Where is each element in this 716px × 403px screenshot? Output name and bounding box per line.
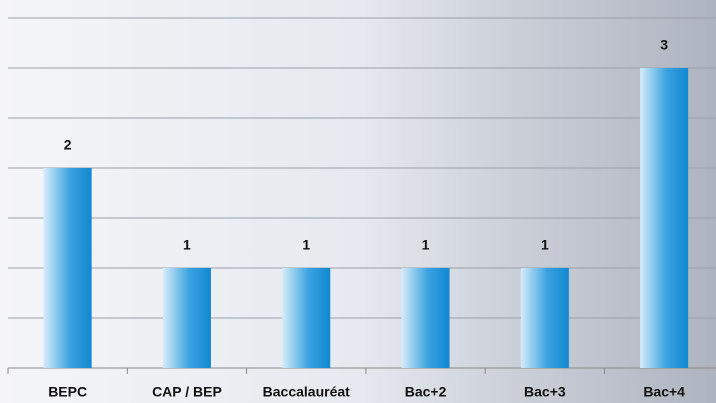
x-tick-label: Baccalauréat — [263, 384, 351, 400]
data-label: 1 — [422, 237, 430, 253]
data-label: 2 — [64, 137, 72, 153]
x-tick-label: Bac+4 — [643, 384, 685, 400]
bar — [162, 268, 211, 368]
data-label: 1 — [302, 237, 310, 253]
x-tick-label: Bac+2 — [405, 384, 447, 400]
data-label: 1 — [541, 237, 549, 253]
x-tick-label: Bac+3 — [524, 384, 566, 400]
x-tick-label: BEPC — [48, 384, 87, 400]
bar — [401, 268, 450, 368]
data-label: 1 — [183, 237, 191, 253]
x-tick-label: CAP / BEP — [152, 384, 222, 400]
bar — [520, 268, 569, 368]
bar — [640, 68, 689, 368]
data-label: 3 — [660, 37, 668, 53]
bar — [282, 268, 331, 368]
bar — [43, 168, 92, 368]
